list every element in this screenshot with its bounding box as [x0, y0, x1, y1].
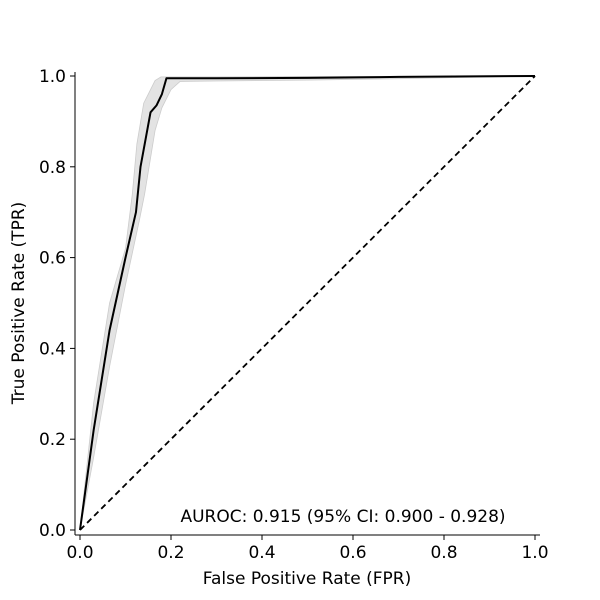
- axes: 0.0 0.2 0.4 0.6 0.8 1.0 0.0 0.2 0.4 0.6 0.8 1.0: [39, 67, 549, 563]
- y-axis-label: True Positive Rate (TPR): [9, 202, 29, 406]
- x-tick-label: 0.6: [339, 543, 366, 563]
- x-tick-label: 1.0: [521, 543, 548, 563]
- x-tick-label: 0.4: [248, 543, 275, 563]
- x-tick-label: 0.8: [430, 543, 457, 563]
- y-tick-label: 0.8: [39, 158, 66, 178]
- y-tick-label: 0.0: [39, 521, 66, 541]
- y-tick-label: 0.6: [39, 249, 66, 269]
- x-tick-label: 0.2: [157, 543, 184, 563]
- y-tick-label: 1.0: [39, 67, 66, 87]
- chance-diagonal-line: [79, 75, 536, 531]
- x-axis-label: False Positive Rate (FPR): [203, 569, 412, 589]
- auroc-annotation: AUROC: 0.915 (95% CI: 0.900 - 0.928): [180, 507, 505, 527]
- roc-curve-line: [79, 75, 536, 531]
- x-tick-label: 0.0: [66, 543, 93, 563]
- y-tick-label: 0.2: [39, 430, 66, 450]
- y-tick-label: 0.4: [39, 339, 66, 359]
- plot-area: [79, 75, 536, 531]
